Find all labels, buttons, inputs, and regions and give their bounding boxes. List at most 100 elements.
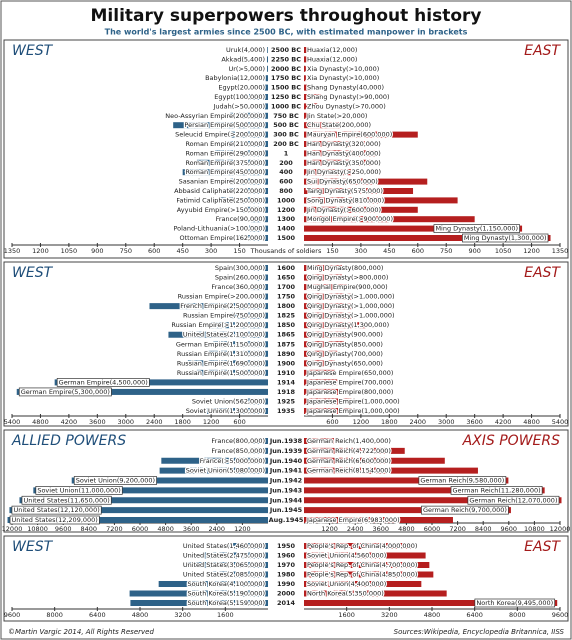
bar: [304, 141, 365, 147]
bar: [241, 398, 268, 405]
bar: [304, 94, 322, 100]
x-tick-label: 4200: [495, 418, 512, 426]
bar-label: Ming Dynasty(800,000): [307, 264, 383, 272]
bar-label: Mongol Empire(>900,000): [307, 215, 393, 223]
bar: [196, 159, 268, 166]
bar: [237, 235, 268, 241]
x-tick-label: 9600: [552, 611, 569, 619]
bar-label: Roman Empire(210,000): [185, 140, 265, 148]
bar-label: France(360,000): [211, 283, 265, 291]
period-label: 1950: [277, 542, 296, 550]
bar-label: Russian Empire(750,000): [183, 312, 265, 320]
bar-label: Spain(300,000): [215, 264, 265, 272]
x-tick-label: 12000: [550, 525, 571, 533]
panel-border: [3, 261, 569, 427]
period-label: 1850: [277, 321, 296, 329]
bar-label: Ottoman Empire(162,000): [179, 234, 265, 242]
label-box: [474, 598, 556, 608]
period-label: 1400: [277, 225, 296, 233]
bar: [206, 408, 268, 414]
bar: [16, 388, 269, 395]
label-box: [56, 378, 150, 387]
bar-label: Japanese Empire(1,000,000): [306, 407, 400, 415]
bar-label: Han Dynasty(350,000): [307, 159, 381, 167]
label-box: [467, 495, 560, 505]
bar: [304, 188, 414, 194]
panel-header-left: WEST: [12, 539, 54, 555]
bar-label: United States(12,120,000): [13, 506, 99, 514]
x-tick-label: 6000: [132, 525, 149, 533]
period-label: Jun.1945: [269, 506, 303, 514]
bar: [304, 379, 338, 386]
label-box: [450, 486, 543, 495]
x-tick-label: 300: [355, 247, 367, 255]
bar-label: Uruk(4,000): [226, 46, 265, 54]
bar-label: France(90,000): [216, 215, 265, 223]
bar: [304, 312, 352, 319]
panel-header-right: EAST: [524, 539, 561, 555]
bar-label: Abbasid Caliphate(220,000): [174, 187, 265, 195]
period-label: 1000: [277, 196, 296, 204]
panel-header-left: WEST: [12, 265, 54, 281]
bar: [186, 562, 268, 568]
bar-label: People's Rep. of China(4,000,000): [307, 542, 417, 550]
period-label: 1600: [277, 264, 296, 272]
period-label: 1825: [277, 312, 296, 320]
period-label: 1935: [277, 407, 296, 415]
x-axis-label: Thousands of soldiers: [250, 247, 322, 255]
bar-label: Qing Dynasty(900,000): [307, 331, 383, 339]
bar: [213, 341, 268, 348]
period-label: 1300: [277, 215, 296, 223]
bar: [304, 216, 475, 223]
bar-label: Huaxia(12,000): [307, 46, 357, 54]
bar-label: South Korea(4,100,000): [187, 580, 265, 588]
bar: [304, 341, 345, 348]
period-label: 600: [279, 178, 293, 186]
bar: [304, 150, 380, 157]
label-box: [9, 515, 100, 525]
period-label: 1980: [277, 571, 296, 579]
bar: [304, 225, 523, 232]
x-tick-label: 9600: [4, 611, 21, 619]
bar-label: Jin Dynasty(>600,000): [306, 206, 381, 214]
bar: [304, 293, 352, 300]
x-tick-label: 8400: [81, 525, 98, 533]
bar: [304, 581, 422, 587]
bar: [304, 84, 312, 91]
subtitle: The world's largest armies since 2500 BC…: [105, 28, 468, 37]
x-tick-label: 6400: [89, 611, 106, 619]
bar-label: Japanese Empire(650,000): [306, 369, 393, 377]
period-label: 200: [279, 159, 293, 167]
bar-label: Spain(260,000): [215, 274, 265, 282]
x-tick-label: 2400: [410, 418, 427, 426]
bar: [304, 369, 335, 376]
x-tick-label: 7200: [106, 525, 123, 533]
bar: [182, 169, 268, 176]
bar-label: Qing Dynasty(650,000): [307, 359, 383, 367]
bar-label: Soviet Union(4,560,000): [307, 552, 386, 560]
panel-header-right: EAST: [524, 43, 561, 59]
x-tick-label: 3200: [174, 611, 191, 619]
bar-label: France(850,000): [211, 447, 265, 455]
x-tick-label: 3200: [381, 611, 398, 619]
label-box: [433, 224, 520, 233]
bar-label: Shang Dynasty(40,000): [307, 84, 384, 92]
bar-label: German Reich(1,400,000): [307, 437, 391, 445]
bar: [304, 408, 352, 414]
bar-label: France(>5,000,000): [200, 457, 265, 465]
bar-label: Akkad(5,400): [221, 55, 265, 63]
footer-sources: Sources:Wikipedia, Encyclopedia Britanni…: [394, 628, 565, 636]
bar-label: Tang Dynasty(575,000): [306, 187, 383, 195]
bar-label: Jin State(>20,000): [306, 112, 367, 120]
bar-label: Ming Dynasty(1,150,000): [435, 225, 518, 233]
bar: [205, 350, 268, 357]
x-tick-label: 2400: [347, 525, 364, 533]
period-label: 1750: [277, 293, 296, 301]
x-tick-label: 8000: [46, 611, 63, 619]
x-tick-label: 1350: [552, 247, 569, 255]
bar: [304, 206, 418, 213]
bar-label: Xia Dynasty(>10,000): [307, 74, 379, 82]
bar: [304, 360, 335, 367]
bar-label: Russian Empire(>200,000): [178, 293, 265, 301]
